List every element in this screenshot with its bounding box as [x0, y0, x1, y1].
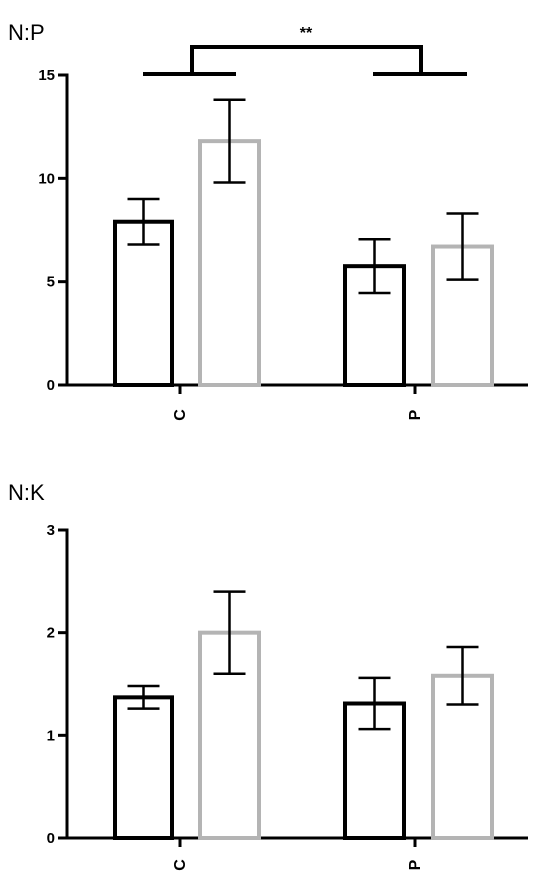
- bar: [113, 219, 174, 387]
- y-tick-label: 15: [38, 67, 55, 84]
- nk-chart-title: N:K: [8, 480, 45, 505]
- x-tick-label-p: P: [407, 409, 424, 420]
- bar: [113, 695, 174, 841]
- y-tick-label: 0: [47, 830, 55, 847]
- x-tick-label-c: C: [172, 409, 189, 421]
- y-tick-label: 1: [47, 727, 55, 744]
- nk-chart: N:K 0 1 2 3 C P: [8, 480, 528, 871]
- np-chart-title: N:P: [8, 20, 45, 45]
- y-tick-label: 2: [47, 625, 55, 642]
- y-tick-label: 5: [47, 274, 55, 291]
- y-tick-label: 3: [47, 522, 55, 539]
- x-tick-label-p: P: [407, 859, 424, 870]
- significance-bracket: [143, 45, 467, 76]
- y-tick-label: 10: [38, 170, 55, 187]
- significance-label: **: [300, 25, 313, 42]
- np-chart: N:P 0 5 10 15 C P **: [8, 20, 528, 421]
- x-tick-label-c: C: [172, 859, 189, 871]
- y-tick-label: 0: [47, 377, 55, 394]
